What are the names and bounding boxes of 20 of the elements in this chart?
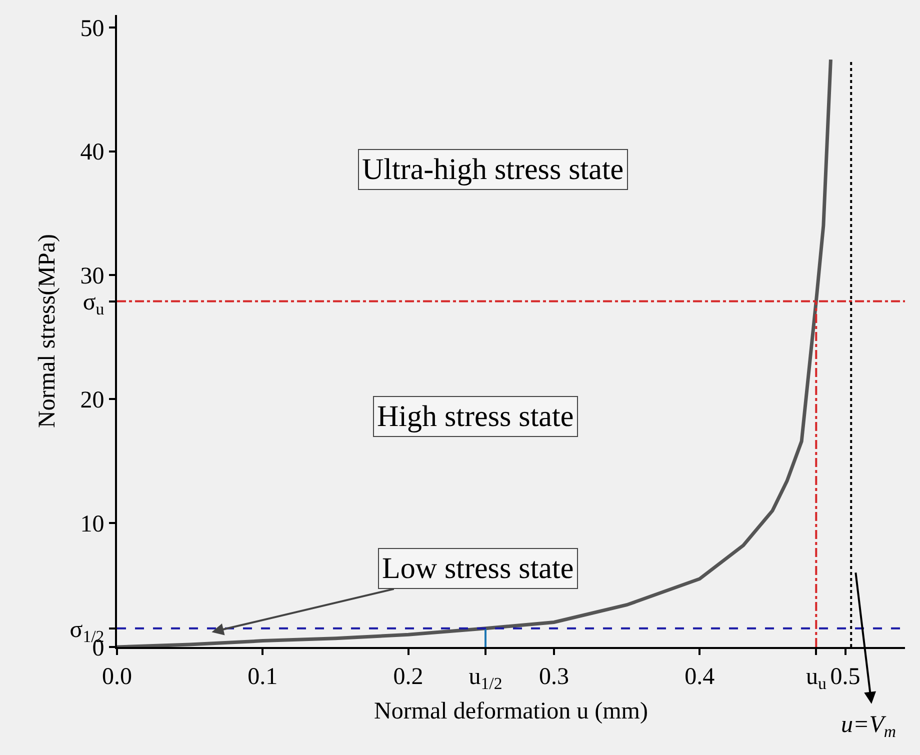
x-tick-label: u$_{u}$	[806, 664, 827, 693]
y-tick-label: 20	[80, 388, 104, 414]
y-tick-label: 30	[80, 264, 104, 290]
annotation: High stress state	[377, 400, 574, 433]
y-axis-title: Normal stress(MPa)	[34, 234, 60, 428]
x-tick-label: 0.0	[102, 664, 132, 690]
y-tick-label: 40	[80, 140, 104, 166]
x-tick-label: 0.2	[393, 664, 424, 690]
x-tick-label: 0.3	[538, 664, 569, 690]
x-tick-label: 0.5	[830, 664, 860, 690]
ref-line-label: u=V$_{m}$	[841, 712, 896, 742]
x-tick-label: u$_{1/2}$	[468, 664, 502, 693]
annotation: Low stress state	[382, 552, 574, 585]
x-tick-label: 0.4	[684, 664, 715, 690]
x-axis-title: Normal deformation u (mm)	[374, 698, 648, 725]
y-tick-label: 10	[80, 511, 104, 538]
y-tick-label: σ$_{u}$	[82, 290, 105, 319]
x-tick-label: 0.1	[248, 664, 278, 690]
y-tick-label: 50	[80, 16, 104, 42]
annotation: Ultra-high stress state	[362, 153, 624, 186]
